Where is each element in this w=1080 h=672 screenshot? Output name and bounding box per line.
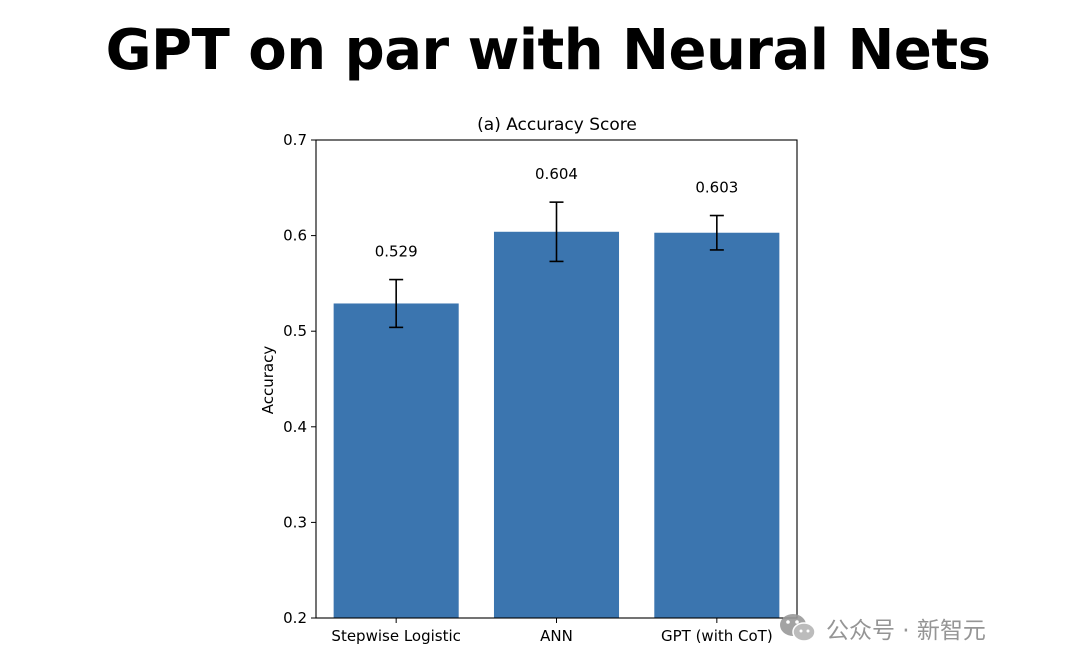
bar <box>333 303 459 618</box>
wechat-icon <box>780 614 816 642</box>
bar <box>493 231 620 618</box>
y-tick-label: 0.4 <box>283 418 307 436</box>
y-tick-label: 0.5 <box>283 322 307 340</box>
y-tick-label: 0.7 <box>283 131 307 149</box>
bar-value-label: 0.529 <box>375 243 418 261</box>
y-tick-label: 0.3 <box>283 513 307 531</box>
x-tick-label: GPT (with CoT) <box>661 627 773 645</box>
slide-title: GPT on par with Neural Nets <box>105 18 991 83</box>
watermark-text: 公众号 · 新智元 <box>826 618 986 644</box>
y-tick-label: 0.2 <box>283 609 307 627</box>
y-axis-label: Accuracy <box>259 346 277 415</box>
x-tick-label: ANN <box>540 627 573 645</box>
bar-value-label: 0.603 <box>695 179 738 197</box>
x-tick-label: Stepwise Logistic <box>331 627 460 645</box>
watermark: 公众号 · 新智元 <box>778 608 986 648</box>
bar-value-label: 0.604 <box>535 165 578 183</box>
chart-title: (a) Accuracy Score <box>477 115 637 135</box>
y-tick-label: 0.6 <box>283 227 307 245</box>
plot-frame <box>315 139 798 619</box>
plot-area: 0.529 Stepwise Logistic 0.604 ANN 0.603 GPT (… <box>283 131 798 645</box>
bar <box>654 232 780 618</box>
